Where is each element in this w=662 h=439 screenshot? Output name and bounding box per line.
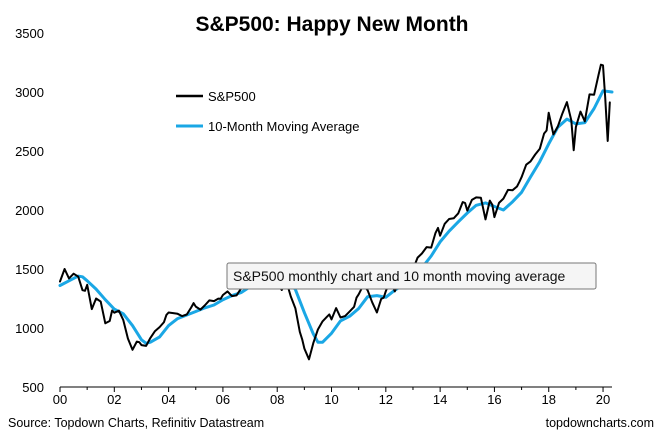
y-tick-label: 1500 (15, 262, 44, 277)
x-tick-label: 04 (161, 392, 175, 407)
y-tick-label: 1000 (15, 321, 44, 336)
y-tick-label: 2500 (15, 144, 44, 159)
x-tick-label: 14 (433, 392, 447, 407)
legend-label-moving-average: 10-Month Moving Average (208, 119, 360, 134)
x-tick-label: 12 (379, 392, 393, 407)
y-tick-label: 3500 (15, 26, 44, 41)
series-line-moving-average (58, 89, 614, 345)
x-tick-label: 00 (53, 392, 67, 407)
x-tick-label: 06 (216, 392, 230, 407)
x-tick-label: 16 (487, 392, 501, 407)
y-tick-label: 3000 (15, 85, 44, 100)
x-axis: 00 02 04 06 08 10 12 14 16 18 20 (53, 386, 612, 407)
tooltip-text: S&P500 monthly chart and 10 month moving… (233, 268, 566, 284)
y-axis: 500 1000 1500 2000 2500 3000 3500 (15, 26, 44, 395)
chart-title: S&P500: Happy New Month (195, 13, 468, 36)
y-tick-label: 2000 (15, 203, 44, 218)
tooltip-box (226, 262, 597, 290)
x-tick-label: 08 (270, 392, 284, 407)
tooltip: S&P500 monthly chart and 10 month moving… (226, 262, 597, 290)
x-tick-label: 20 (596, 392, 610, 407)
source-note: Source: Topdown Charts, Refinitiv Datast… (8, 416, 264, 430)
watermark: topdowncharts.com (546, 416, 654, 430)
x-tick-label: 02 (107, 392, 121, 407)
series-line-sp500 (59, 63, 611, 361)
legend: S&P500 10-Month Moving Average (176, 89, 360, 134)
legend-label-sp500: S&P500 (208, 89, 256, 104)
x-tick-label: 18 (542, 392, 556, 407)
y-tick-label: 500 (22, 380, 44, 395)
plot-area (58, 63, 614, 361)
x-tick-label: 10 (324, 392, 338, 407)
